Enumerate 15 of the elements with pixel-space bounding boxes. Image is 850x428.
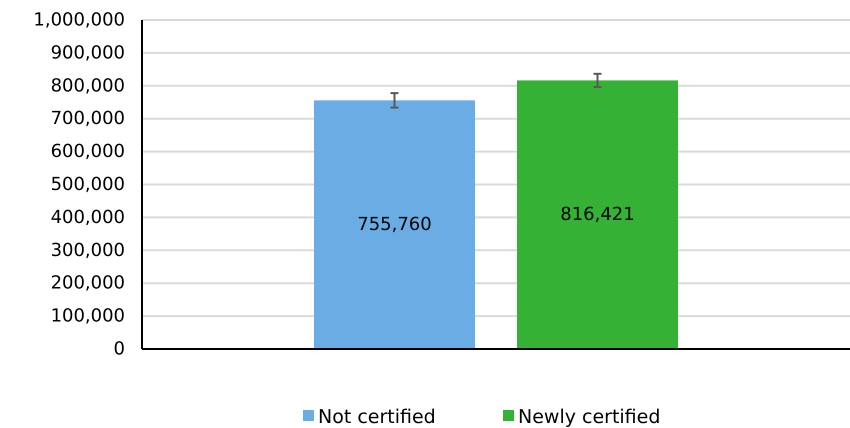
y-tick-label: 500,000 — [50, 174, 125, 195]
data-label: 755,760 — [357, 214, 432, 236]
y-tick-label: 200,000 — [50, 272, 125, 294]
y-tick-label: 800,000 — [50, 75, 125, 96]
y-tick-label: 100,000 — [50, 306, 125, 327]
y-tick-label: 400,000 — [50, 206, 125, 228]
y-tick-label: 600,000 — [50, 141, 125, 162]
y-tick-label: 700,000 — [50, 108, 125, 130]
legend-label: Not certified — [318, 406, 436, 428]
y-tick-label: 1,000,000 — [33, 10, 125, 30]
data-label: 816,421 — [560, 204, 635, 226]
y-tick-label: 300,000 — [50, 240, 125, 261]
y-tick-label: 900,000 — [50, 42, 125, 64]
legend-label: Newly certified — [518, 406, 660, 428]
y-tick-label: 0 — [114, 338, 125, 360]
